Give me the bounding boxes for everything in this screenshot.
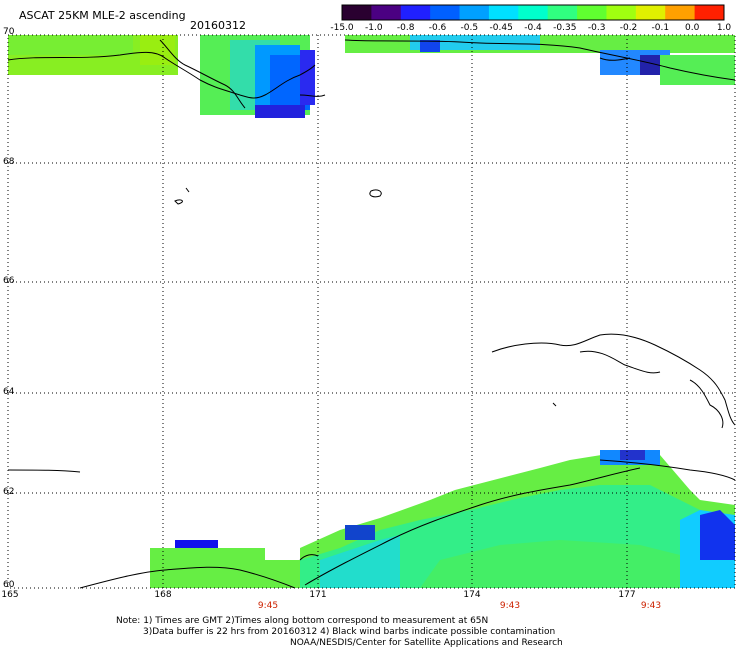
colorbar-tick-label: -0.4	[524, 23, 542, 33]
swath-cell	[660, 55, 735, 85]
colorbar-swatch	[665, 5, 696, 20]
colorbar-tick-label: -0.6	[428, 23, 447, 33]
colorbar-swatch	[606, 5, 637, 20]
swath-polygon	[700, 510, 735, 560]
lon-label: 177	[618, 590, 636, 600]
data-swaths	[8, 35, 735, 588]
colorbar-swatch	[694, 5, 725, 20]
date-label: 20160312	[190, 19, 246, 32]
colorbar-swatch	[342, 5, 372, 20]
swath-cell	[255, 105, 305, 118]
colorbar-swatch	[518, 5, 549, 20]
lon-label: 168	[154, 590, 172, 600]
colorbar-tick-label: -0.3	[587, 23, 606, 33]
graticule	[8, 35, 735, 588]
swath-cell	[620, 450, 645, 460]
swath-cell	[8, 35, 133, 55]
colorbar-tick-label: -0.2	[619, 23, 638, 33]
note-line-1: Note: 1) Times are GMT 2)Times along bot…	[116, 616, 489, 626]
colorbar-tick-label: -1.0	[365, 23, 383, 33]
colorbar-tick-label: -0.35	[553, 23, 577, 33]
colorbar-tick-label: -0.1	[651, 23, 670, 33]
colorbar-tick-label: -0.8	[396, 23, 415, 33]
colorbar-swatch	[371, 5, 402, 20]
colorbar-swatch	[430, 5, 461, 20]
colorbar-swatch	[488, 5, 519, 20]
lon-label: 174	[463, 590, 481, 600]
lat-label: 64	[3, 387, 15, 397]
swath-polygon	[420, 540, 735, 588]
colorbar-swatch	[459, 5, 490, 20]
colorbar-swatch	[635, 5, 666, 20]
swath-cell	[140, 35, 175, 65]
colorbar-tick-label: 1.0	[716, 23, 732, 33]
colorbar-tick-label: -0.5	[460, 23, 479, 33]
pass-time: 9:45	[257, 601, 279, 611]
swath-cell	[345, 525, 375, 540]
lat-label: 66	[3, 276, 15, 286]
note-line-3: NOAA/NESDIS/Center for Satellite Applica…	[290, 638, 563, 648]
colorbar-swatch	[400, 5, 431, 20]
colorbar-tick-label: -15.0	[330, 23, 354, 33]
colorbar-tick-label: -0.45	[489, 23, 513, 33]
lat-label: 62	[3, 487, 15, 497]
pass-time: 9:43	[499, 601, 521, 611]
page-title: ASCAT 25KM MLE-2 ascending	[19, 9, 186, 22]
swath-cell	[175, 540, 218, 548]
colorbar-tick-label: 0.0	[684, 23, 700, 33]
lon-label: 171	[309, 590, 327, 600]
lat-label: 60	[3, 580, 15, 590]
coastlines	[7, 39, 736, 589]
lat-label: 70	[3, 27, 15, 37]
swath-polygon	[320, 535, 400, 588]
lon-label: 165	[1, 590, 19, 600]
swath-cell	[300, 50, 315, 105]
colorbar-swatch	[547, 5, 578, 20]
colorbar	[341, 4, 725, 21]
swath-cell	[420, 40, 440, 52]
colorbar-swatch	[577, 5, 607, 20]
pass-time: 9:43	[640, 601, 662, 611]
note-line-2: 3)Data buffer is 22 hrs from 20160312 4)…	[143, 627, 556, 637]
colorbar-frame	[341, 4, 725, 21]
lat-label: 68	[3, 157, 15, 167]
